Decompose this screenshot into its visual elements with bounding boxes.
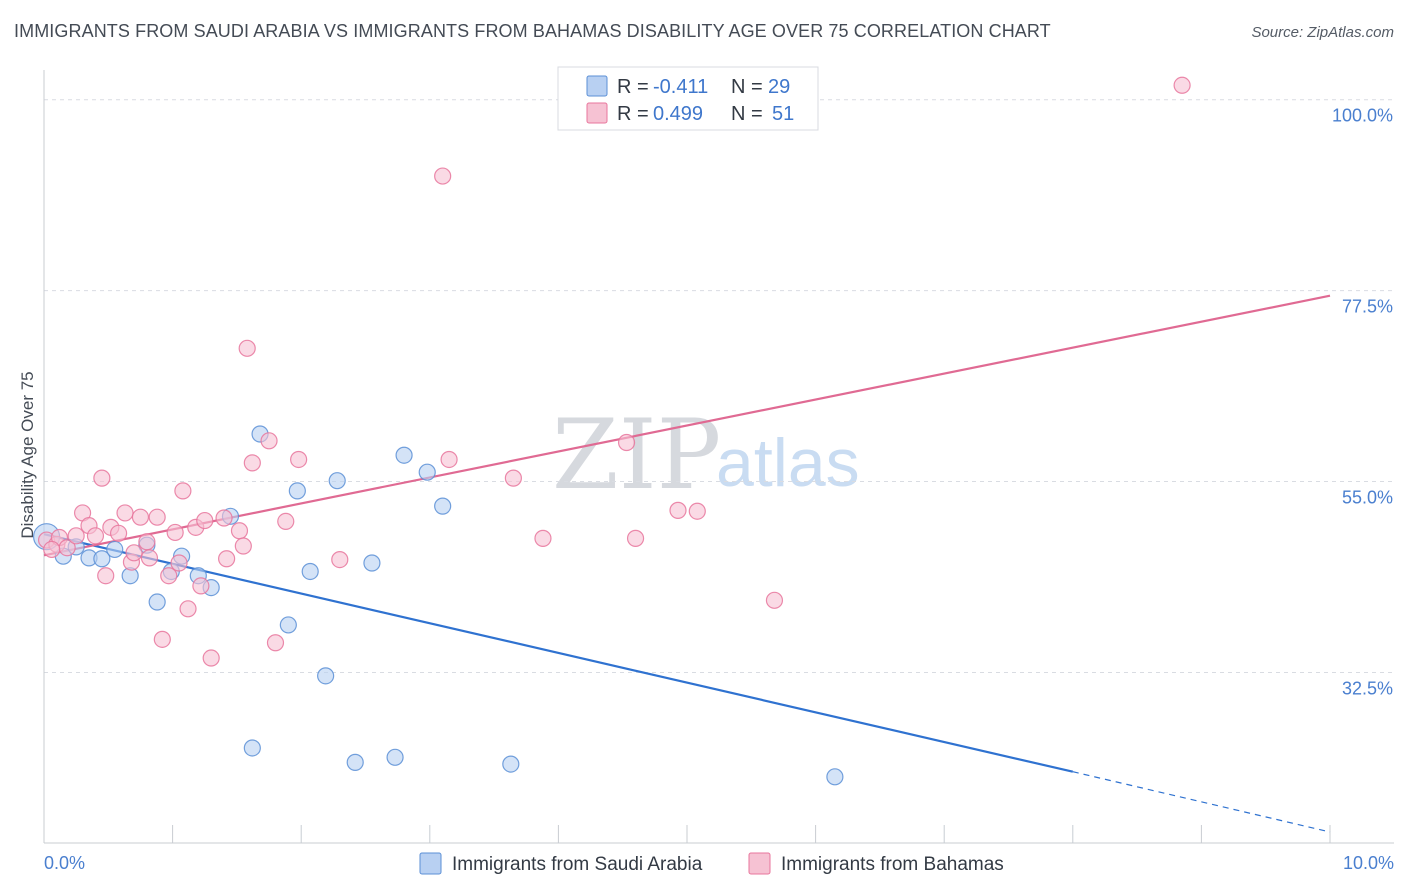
point-bahamas-21: [166, 523, 184, 542]
point-bahamas-22: [170, 554, 188, 572]
legend-swatch-bahamas: [586, 102, 608, 124]
legend-n-label-2: N =: [731, 103, 763, 125]
y-tick-label-3: 100.0%: [1332, 106, 1393, 126]
point-saudi-arabia-5: [106, 540, 124, 559]
point-bahamas-16: [138, 533, 156, 551]
point-bahamas-32: [234, 537, 252, 555]
point-bahamas-9: [97, 567, 115, 585]
point-bahamas-42: [504, 469, 522, 487]
series-legend: Immigrants from Saudi Arabia Immigrants …: [419, 852, 1004, 875]
point-bahamas-43: [534, 529, 552, 547]
legend-swatch-saudi-arabia: [586, 75, 608, 97]
point-bahamas-14: [125, 544, 143, 562]
point-saudi-arabia-18: [301, 562, 319, 581]
gridlines: [44, 99, 1394, 673]
watermark-atlas: atlas: [716, 425, 860, 501]
point-saudi-arabia-24: [395, 446, 413, 464]
point-bahamas-7: [86, 527, 105, 545]
trend-lines: [43, 294, 1331, 833]
point-saudi-arabia-19: [317, 667, 335, 685]
y-axis-label: Disability Age Over 75: [18, 371, 37, 538]
point-bahamas-29: [215, 509, 233, 527]
series-legend-label-saudi-arabia: Immigrants from Saudi Arabia: [452, 854, 703, 875]
point-saudi-arabia-16: [279, 616, 297, 634]
point-saudi-arabia-27: [502, 755, 520, 773]
point-bahamas-35: [260, 432, 278, 450]
legend-r-label-2: R =: [617, 103, 649, 125]
series-legend-swatch-saudi-arabia: [419, 852, 442, 875]
point-saudi-arabia-17: [288, 482, 306, 500]
watermark-zip: ZIP: [552, 399, 721, 511]
point-bahamas-17: [140, 549, 159, 567]
trend-line-saudi-arabia-extension: [1072, 771, 1331, 833]
y-tick-label-0: 32.5%: [1342, 678, 1393, 698]
trend-line-saudi-arabia: [43, 533, 1074, 773]
point-bahamas-12: [116, 504, 134, 522]
point-bahamas-46: [669, 501, 687, 519]
point-bahamas-41: [440, 450, 458, 469]
point-bahamas-30: [218, 550, 236, 568]
point-saudi-arabia-23: [386, 748, 404, 766]
point-bahamas-31: [230, 522, 249, 540]
point-bahamas-15: [131, 508, 150, 526]
point-bahamas-24: [179, 600, 197, 618]
point-saudi-arabia-26: [434, 497, 452, 515]
chart-title: IMMIGRANTS FROM SAUDI ARABIA VS IMMIGRAN…: [14, 21, 1051, 41]
point-bahamas-27: [196, 511, 214, 530]
x-tick-label-min: 0.0%: [44, 853, 85, 873]
legend-r-value-2: 0.499: [653, 103, 703, 125]
x-tick-label-max: 10.0%: [1343, 853, 1394, 873]
point-bahamas-8: [93, 469, 111, 487]
axes: [43, 70, 1394, 844]
point-bahamas-50: [43, 540, 61, 559]
legend-r-label-1: R =: [617, 76, 649, 98]
point-bahamas-11: [109, 524, 128, 542]
point-bahamas-40: [434, 167, 452, 185]
point-bahamas-47: [688, 502, 706, 520]
series-legend-label-bahamas: Immigrants from Bahamas: [781, 854, 1004, 875]
series-legend-swatch-bahamas: [748, 852, 771, 875]
point-bahamas-18: [148, 508, 166, 526]
watermark: ZIP atlas: [552, 399, 860, 511]
point-bahamas-4: [67, 527, 85, 545]
point-bahamas-36: [266, 634, 285, 652]
source-credit: Source: ZipAtlas.com: [1251, 24, 1394, 41]
point-bahamas-37: [277, 512, 295, 531]
trend-line-bahamas: [43, 294, 1331, 557]
point-saudi-arabia-22: [363, 554, 381, 572]
point-bahamas-49: [1173, 76, 1191, 94]
y-tick-label-2: 77.5%: [1342, 297, 1393, 317]
point-saudi-arabia-28: [826, 768, 844, 786]
legend-n-value-1: 29: [768, 76, 790, 98]
data-points: [32, 76, 1191, 786]
point-saudi-arabia-21: [346, 753, 364, 771]
point-bahamas-34: [243, 454, 261, 472]
y-tick-label-1: 55.0%: [1342, 488, 1393, 508]
point-bahamas-48: [765, 591, 784, 609]
point-bahamas-45: [626, 529, 645, 547]
point-bahamas-19: [153, 630, 171, 648]
point-bahamas-38: [290, 450, 308, 469]
legend-r-value-1: -0.411: [653, 76, 708, 98]
point-bahamas-26: [192, 577, 210, 595]
point-saudi-arabia-14: [243, 739, 261, 757]
stats-legend: R = -0.411 N = 29 R = 0.499 N = 51: [557, 66, 819, 131]
point-bahamas-39: [331, 550, 349, 569]
point-saudi-arabia-20: [328, 472, 346, 490]
point-bahamas-23: [174, 482, 192, 500]
legend-n-value-2: 51: [772, 103, 794, 125]
point-bahamas-44: [617, 433, 636, 452]
point-saudi-arabia-25: [418, 463, 436, 481]
point-saudi-arabia-4: [93, 550, 111, 568]
y-tick-labels: 32.5% 55.0% 77.5% 100.0%: [1332, 106, 1393, 699]
legend-n-label-1: N =: [731, 76, 763, 98]
point-bahamas-20: [160, 567, 178, 585]
point-bahamas-28: [202, 649, 220, 667]
point-bahamas-33: [238, 339, 256, 357]
point-saudi-arabia-8: [148, 593, 166, 611]
